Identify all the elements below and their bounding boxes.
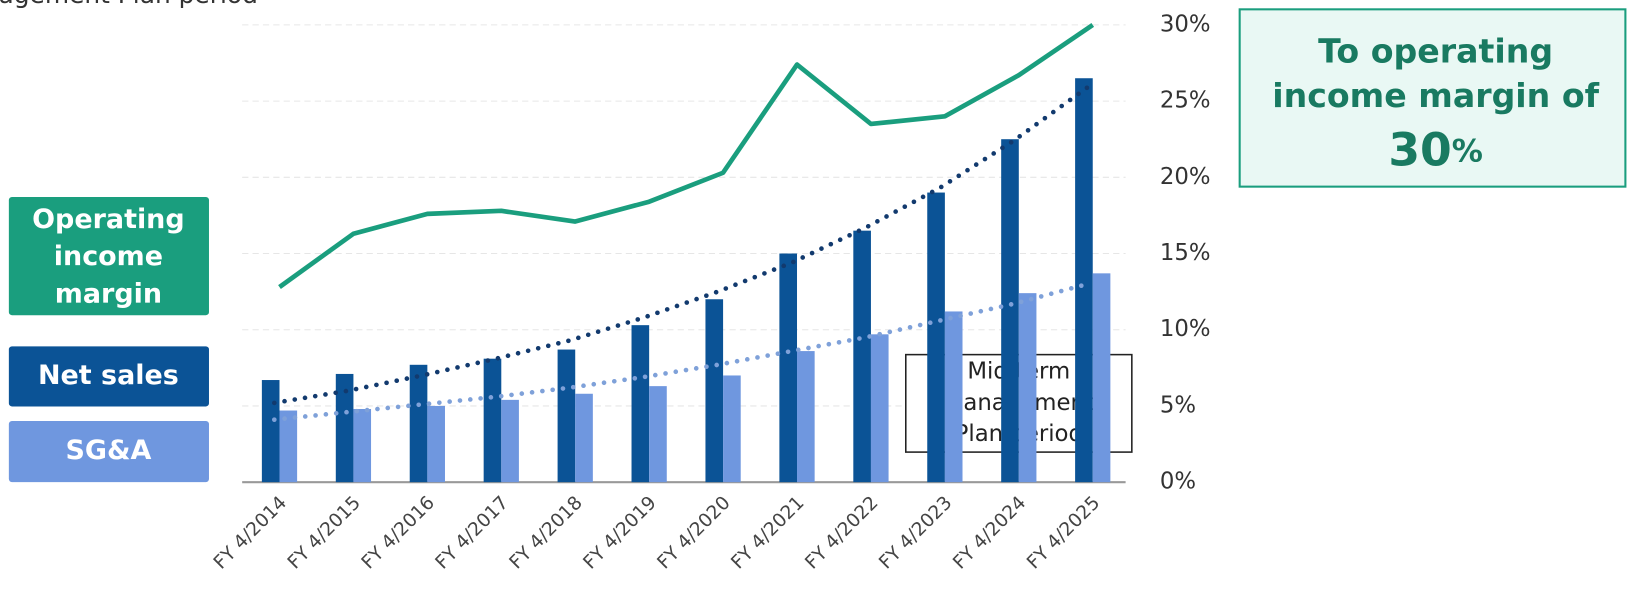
callout-line: income margin of bbox=[1272, 76, 1599, 115]
callout-line: To operating bbox=[1318, 31, 1553, 70]
bar bbox=[631, 325, 650, 483]
x-tick-label: FY 4/2017 bbox=[432, 492, 513, 573]
legend-label-line: margin bbox=[55, 278, 162, 309]
bar bbox=[279, 410, 298, 483]
legend-label-line: Operating bbox=[32, 203, 184, 234]
bar bbox=[853, 230, 871, 483]
callout-unit: % bbox=[1452, 133, 1483, 169]
y-tick-label: 30% bbox=[1160, 11, 1211, 37]
legend-swatch bbox=[8, 346, 209, 407]
bar bbox=[575, 393, 593, 483]
callout-value: 30% bbox=[1388, 123, 1483, 176]
bar bbox=[870, 334, 889, 483]
y-tick-label: 25% bbox=[1160, 88, 1211, 114]
x-tick-label: FY 4/2024 bbox=[949, 492, 1030, 573]
legend-swatch bbox=[8, 197, 209, 316]
bar bbox=[779, 253, 798, 483]
y-tick-label: 15% bbox=[1160, 240, 1211, 266]
legend-label: SG&A bbox=[65, 435, 151, 466]
bar bbox=[723, 375, 741, 483]
bar bbox=[427, 405, 445, 483]
bar bbox=[705, 299, 724, 483]
bar bbox=[927, 192, 945, 483]
bar bbox=[1075, 78, 1093, 483]
legend-swatch bbox=[8, 420, 209, 483]
x-tick-label: FY 4/2021 bbox=[727, 492, 808, 573]
bar bbox=[261, 380, 280, 483]
callout-big: 30 bbox=[1388, 123, 1451, 176]
bar bbox=[944, 311, 963, 483]
x-tick-label: FY 4/2014 bbox=[210, 492, 291, 573]
grid bbox=[242, 24, 1126, 484]
y-tick-label: 0% bbox=[1160, 469, 1196, 495]
x-tick-label: FY 4/2022 bbox=[801, 492, 882, 573]
bar bbox=[649, 386, 667, 483]
trendline bbox=[271, 281, 1090, 423]
legend-label: Operating income margin bbox=[32, 203, 184, 309]
bar bbox=[1001, 139, 1019, 483]
y-tick-label: 10% bbox=[1160, 316, 1211, 342]
bar bbox=[1092, 273, 1111, 483]
header-fragment: agement Plan period bbox=[0, 0, 258, 9]
bar bbox=[501, 399, 519, 483]
legend-label: Net sales bbox=[38, 360, 179, 391]
bar bbox=[409, 364, 428, 483]
line bbox=[278, 22, 1095, 289]
x-tick-label: FY 4/2020 bbox=[654, 492, 735, 573]
legend-label-line: income bbox=[54, 241, 163, 272]
x-tick-label: FY 4/2019 bbox=[580, 492, 661, 573]
x-tick-label: FY 4/2025 bbox=[1023, 492, 1104, 573]
x-tick-label: FY 4/2018 bbox=[506, 492, 587, 573]
y-tick-label: 5% bbox=[1160, 392, 1196, 418]
x-tick-label: FY 4/2016 bbox=[358, 492, 439, 573]
x-tick-label: FY 4/2015 bbox=[284, 492, 365, 573]
y-tick-label: 20% bbox=[1160, 164, 1211, 190]
bar bbox=[797, 351, 815, 483]
bar bbox=[483, 358, 502, 483]
callout-box bbox=[1238, 8, 1627, 188]
bar bbox=[1018, 293, 1037, 483]
bar bbox=[557, 349, 576, 483]
bar bbox=[353, 408, 372, 483]
bar bbox=[335, 373, 354, 483]
x-tick-label: FY 4/2023 bbox=[875, 492, 956, 573]
